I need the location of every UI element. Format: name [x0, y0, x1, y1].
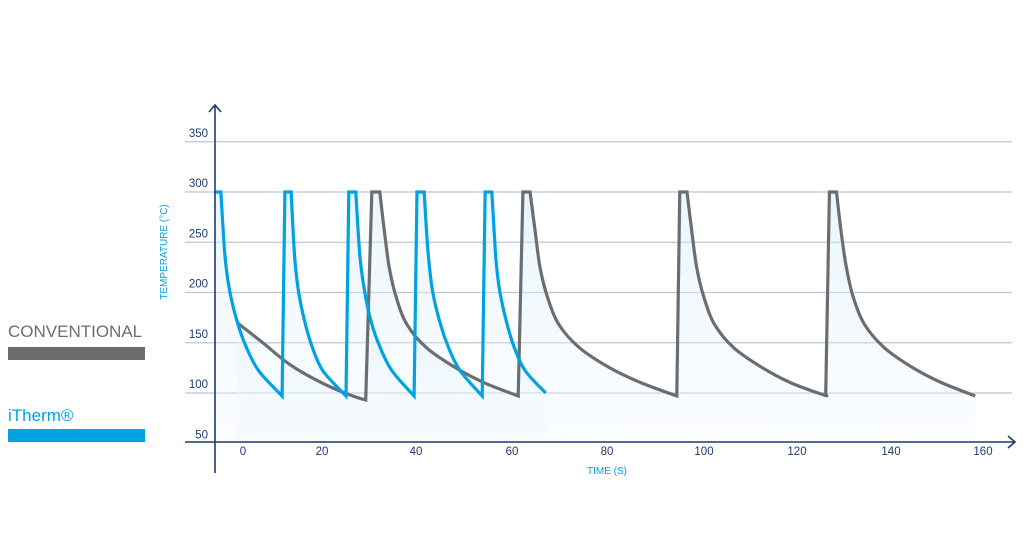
series-lines [214, 190, 976, 403]
y-axis-arrow-icon [208, 103, 222, 113]
legend-swatch-itherm [8, 429, 145, 442]
legend-swatch-conventional [8, 347, 145, 360]
y-tick-label: 200 [189, 279, 208, 291]
x-tick-label: 20 [316, 446, 329, 458]
x-axis-label: TIME (S) [587, 466, 627, 477]
y-tick-label: 50 [195, 429, 208, 441]
x-tick-label: 40 [410, 446, 423, 458]
y-tick-label: 150 [189, 329, 208, 341]
y-tick-label: 250 [189, 228, 208, 240]
y-axis-label: TEMPERATURE (°C) [159, 204, 170, 299]
x-tick-label: 120 [787, 446, 806, 458]
area-fills [214, 192, 976, 445]
y-tick-label: 100 [189, 379, 208, 391]
series-fill-1 [214, 192, 546, 445]
series-line-itherm [214, 190, 547, 401]
axes [185, 103, 1017, 473]
x-axis-arrow-icon [1007, 435, 1017, 449]
y-tick-label: 300 [189, 178, 208, 190]
series-line-conventional [236, 190, 976, 403]
legend-label-conventional: CONVENTIONAL [8, 322, 143, 341]
x-tick-label: 160 [973, 446, 992, 458]
y-tick-label: 350 [189, 128, 208, 140]
x-tick-label: 140 [881, 446, 900, 458]
x-tick-label: 60 [506, 446, 519, 458]
x-tick-label: 80 [601, 446, 614, 458]
tick-labels: 50 100 150 200 250 300 350 0 20 40 60 80 100 120 140 16… [189, 128, 993, 458]
legend-label-itherm: iTherm® [8, 406, 74, 425]
x-tick-label: 0 [240, 446, 246, 458]
x-tick-label: 100 [694, 446, 713, 458]
